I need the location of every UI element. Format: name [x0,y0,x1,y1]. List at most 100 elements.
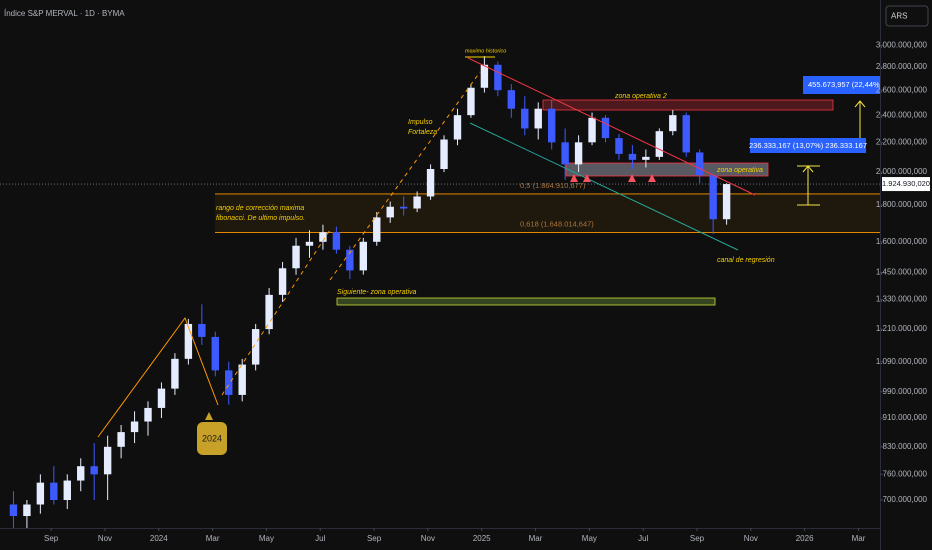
candle-body [669,115,677,132]
y-tick-label: 1.330.000,000 [876,295,928,304]
x-tick-label: Sep [690,534,705,543]
y-tick-label: 2.600.000,000 [876,85,928,94]
measure-box [803,76,880,94]
annotation: zona operativa [716,167,763,174]
candle-body [265,294,273,330]
y-tick-label: 2.800.000,000 [876,62,928,71]
candle-body [157,388,166,408]
triangle [628,174,636,182]
y-tick-label: 3.000.000,000 [876,41,928,50]
x-tick-label: Sep [44,534,59,543]
candle-body [480,64,489,88]
impulse-arrow [97,316,219,438]
candle-body [251,329,260,365]
candle-body [413,196,421,209]
arrow-head [854,100,866,108]
measure-box [750,138,866,153]
candle-body [399,206,408,209]
candle-body [103,446,112,475]
y-tick-label: 2.000.000,000 [876,167,928,176]
candle-body [332,232,341,250]
candle-body [682,115,690,153]
candles [9,56,731,528]
fib-label: 0,5 (1.864.910,677) [520,181,586,190]
triangle [570,174,578,182]
candle-body [346,249,354,271]
impulse-dashed [221,229,331,396]
candle-body [467,87,475,116]
annotation: Fortaleza [408,129,437,136]
x-tick-label: 2025 [473,534,491,543]
candle-body [615,138,623,154]
candle-body [507,90,516,109]
candle-body [588,117,596,143]
candle-body [292,245,300,269]
x-tick-label: Jul [315,534,325,543]
candle-body [722,184,731,220]
candle-body [9,504,18,517]
candle-body [130,421,139,433]
candle-body [440,139,448,169]
x-tick-label: Nov [744,534,758,543]
candle-body [574,142,583,165]
x-tick-label: Jul [638,534,648,543]
year-badge [197,422,227,455]
annotation: rango de corrección maxima [216,205,304,212]
candle-body [117,432,125,447]
y-tick-label: 830.000,000 [883,442,928,451]
candle-body [23,504,31,517]
annotation: Siguiente- zona operativa [337,289,416,296]
drawings-back: 0,5 (1.864.910,677) 0,618 (1.648.014,647) [0,99,880,306]
y-tick-label: 1.800.000,000 [876,200,928,209]
candle-body [305,241,314,246]
trend-line [467,57,756,196]
candle-body [695,152,704,176]
impulse-dashed [329,71,481,281]
candle-body [601,117,610,139]
fib-label: 0,618 (1.648.014,647) [520,220,594,229]
price-tag-label: 1.924.930,020 [882,179,930,188]
y-tick-label: 1.210.000,000 [876,324,928,333]
candle-body [561,142,569,165]
candle-body [453,115,462,140]
candle-body [386,206,394,218]
x-tick-label: Mar [852,534,866,543]
candle-body [534,108,542,129]
measure-label: 455.673,957 (22,44%) 45 [808,80,893,89]
zone-box [565,162,769,177]
candle-body [547,108,556,143]
annotation: zona operativa 2 [614,93,667,100]
candle-body [184,323,193,359]
candle-body [198,323,206,337]
x-tick-label: May [259,534,274,543]
markers [570,174,656,182]
triangle [648,174,656,182]
annotation: maximo historico [465,48,506,54]
x-tick-label: Nov [98,534,112,543]
y-tick-label: 990.000,000 [883,387,928,396]
measure-arrows [797,100,866,206]
triangle [583,174,591,182]
candle-body [359,241,368,271]
y-tick-label: 760.000,000 [883,469,928,478]
currency-button[interactable] [885,5,929,27]
candle-body [171,358,179,389]
measure-label: 236.333,167 (13,07%) 236.333.167 [749,141,867,150]
fib-zone [215,193,880,233]
candle-body [521,108,529,129]
annotation: Impulso [408,119,433,126]
candle-body [211,336,219,371]
candle-body [426,168,435,197]
candle-body [63,480,71,501]
y-tick-label: 1.600.000,000 [876,237,928,246]
y-tick-label: 1.090.000,000 [876,357,928,366]
candle-body [319,232,327,242]
y-tick-label: 2.400.000,000 [876,110,928,119]
regression-line [469,122,739,251]
x-tick-label: Sep [367,534,382,543]
candle-body [628,153,637,160]
candle-body [90,466,98,475]
x-tick-label: Mar [529,534,543,543]
annotation: canal de regresión [717,257,775,264]
